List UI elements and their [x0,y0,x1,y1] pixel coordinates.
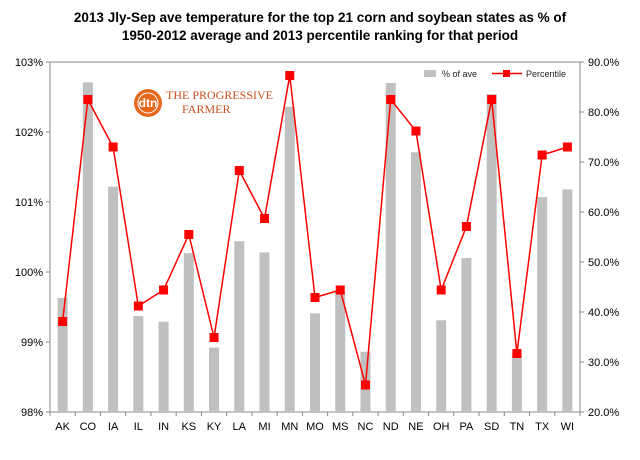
percentile-point-sd [487,95,497,104]
percentile-point-ms [335,285,345,295]
bar-in [158,321,169,412]
percentile-point-co [83,95,93,104]
legend: % of ave Percentile [424,69,566,79]
percentile-point-tn [512,349,522,358]
chart-title-line-1: 2013 Jly-Sep ave temperature for the top… [74,10,567,25]
x-tick-label: MO [306,421,324,433]
percentile-point-mi [260,214,270,223]
left-axis: 98% 99% 100% 101% 102% 103% [15,57,50,419]
logo-title-line-1: THE PROGRESSIVE [166,88,273,102]
bar-mn [284,106,295,413]
legend-line-label: Percentile [526,69,566,79]
percentile-point-nc [360,380,370,390]
percentile-point-ks [184,230,194,239]
left-tick-label: 98% [21,407,43,419]
bar-ne [410,152,421,413]
right-tick-label: 60.0% [588,207,619,219]
percentile-point-nd [386,95,396,104]
percentile-point-il [133,301,143,311]
x-tick-label: AK [55,421,70,433]
x-tick-label: NC [358,421,374,433]
left-tick-label: 99% [21,337,43,349]
bar-ak [57,297,68,412]
x-tick-label: SD [484,421,499,433]
x-tick-label: WI [561,421,574,433]
right-tick-label: 50.0% [588,257,619,269]
legend-bar-label: % of ave [442,69,477,79]
line-series [58,71,572,390]
right-tick-label: 40.0% [588,307,619,319]
x-tick-label: TX [535,421,550,433]
percentile-point-ia [108,142,118,152]
bar-ks [183,253,194,412]
bar-sd [486,94,497,412]
chart-title: 2013 Jly-Sep ave temperature for the top… [74,10,567,43]
percentile-point-mn [285,71,295,80]
x-tick-label: OH [433,421,450,433]
right-axis: 20.0% 30.0% 40.0% 50.0% 60.0% 70.0% 80.0% 90.0% [580,57,619,419]
percentile-point-pa [461,222,471,231]
logo-title-line-2: FARMER [182,102,230,116]
right-tick-label: 80.0% [588,107,619,119]
x-axis: AK CO IA IL IN KS KY LA MI MN MO MS NC ND NE OH PA SD TN TX… [49,412,581,433]
left-tick-label: 101% [15,197,43,209]
bar-oh [436,320,447,412]
bar-il [133,316,144,412]
percentile-point-wi [562,142,572,152]
right-tick-label: 20.0% [588,407,619,419]
x-tick-label: IN [158,421,169,433]
percentile-point-tx [537,150,547,160]
bar-mi [259,252,270,412]
right-tick-label: 70.0% [588,157,619,169]
bar-pa [461,258,472,412]
left-tick-label: 100% [15,267,43,279]
dtn-logo-text: dtn [139,96,158,110]
bar-tn [511,352,522,412]
chart-title-line-2: 1950-2012 average and 2013 percentile ra… [122,28,518,43]
percentile-point-la [234,166,244,175]
bar-wi [562,189,573,412]
percentile-point-mo [310,293,320,302]
x-tick-label: MN [281,421,298,433]
x-tick-label: IA [108,421,119,433]
x-tick-label: LA [233,421,247,433]
x-tick-label: NE [408,421,423,433]
bar-mo [310,313,320,412]
percentile-point-ak [58,317,68,326]
bar-ia [108,186,119,412]
x-tick-label: MS [332,421,349,433]
bar-la [234,241,245,412]
right-tick-label: 90.0% [588,57,619,69]
left-tick-label: 102% [15,127,43,139]
x-tick-label: TN [510,421,525,433]
right-tick-label: 30.0% [588,357,619,369]
percentile-point-ky [209,333,219,342]
legend-bar-swatch [424,70,436,77]
bar-co [82,82,93,413]
dtn-progressive-farmer-logo: dtn THE PROGRESSIVE FARMER [134,88,273,117]
x-tick-label: KY [207,421,222,433]
x-tick-label: CO [80,421,97,433]
percentile-point-in [159,285,169,295]
bar-ky [209,347,220,412]
legend-line-marker [503,70,510,77]
x-tick-label: IL [134,421,143,433]
bar-ms [335,291,346,412]
x-tick-label: PA [459,421,474,433]
bar-tx [537,197,548,412]
x-tick-label: KS [181,421,196,433]
x-tick-label: MI [258,421,270,433]
x-tick-label: ND [383,421,399,433]
left-tick-label: 103% [15,57,43,69]
percentile-point-oh [436,285,446,295]
percentile-point-ne [411,126,421,136]
bar-nd [385,83,396,412]
